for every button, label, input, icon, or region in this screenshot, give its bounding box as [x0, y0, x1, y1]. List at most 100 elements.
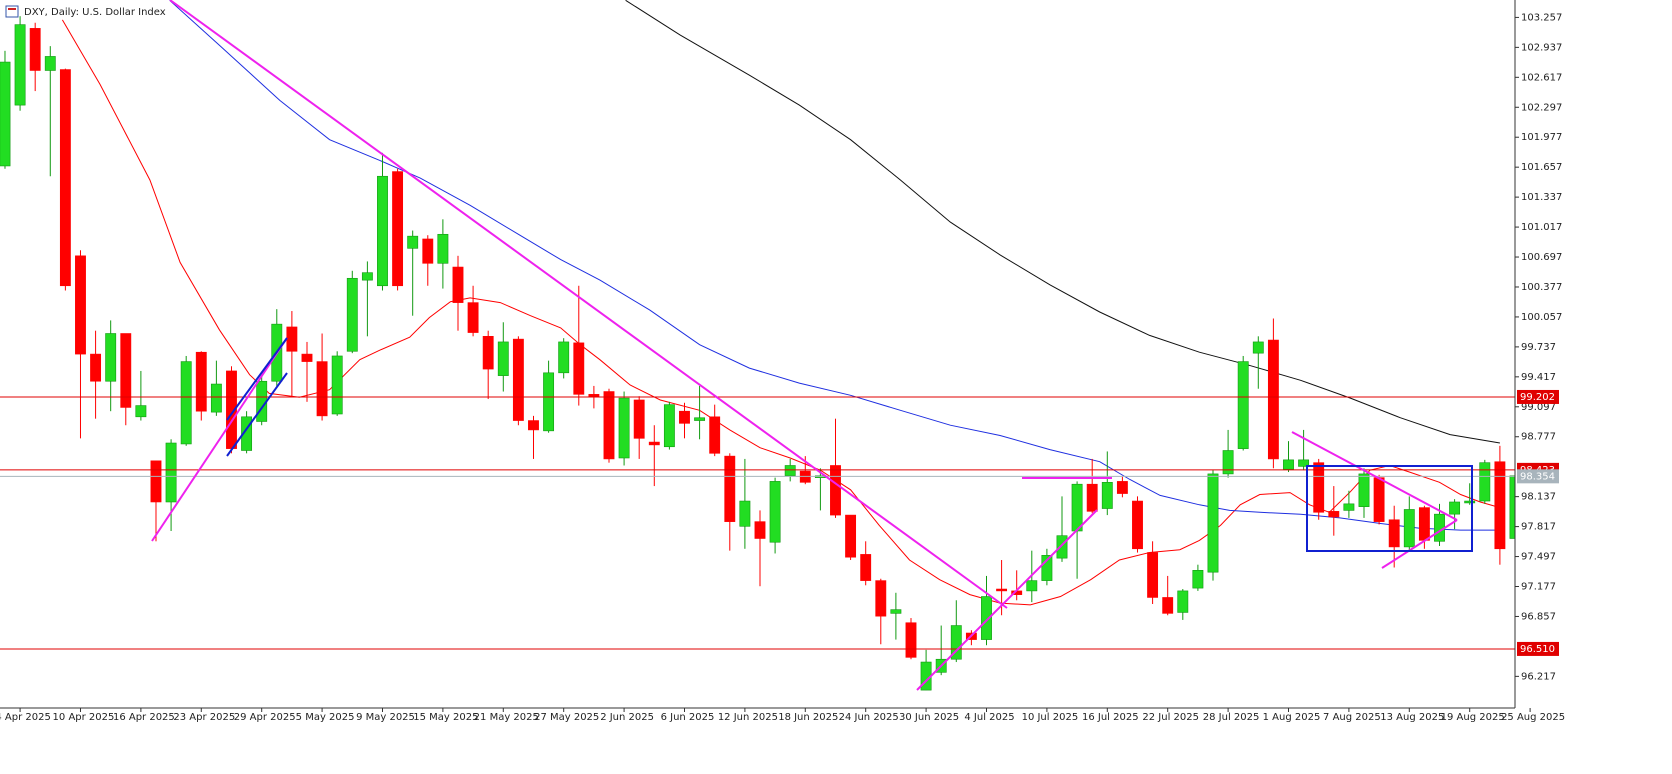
candle-body	[59, 69, 71, 287]
price-level-tag	[1517, 469, 1559, 484]
x-tick-label: 10 Jul 2025	[1022, 712, 1079, 723]
candle-body	[543, 372, 555, 432]
x-tick-label: 27 May 2025	[534, 712, 599, 723]
y-tick-label: 101.657	[1521, 162, 1562, 173]
price-level-label: 96.510	[1520, 644, 1555, 655]
candle-body	[1041, 555, 1053, 581]
candle-body	[497, 341, 509, 376]
moving-average	[169, 0, 1500, 531]
trend-line	[151, 337, 288, 542]
candle-body	[135, 405, 147, 418]
candle-body	[120, 333, 132, 408]
chart-title: DXY, Daily: U.S. Dollar Index	[24, 7, 166, 18]
x-tick-label: 6 Jun 2025	[661, 712, 715, 723]
candle-body	[1494, 461, 1506, 550]
candle-body	[1192, 570, 1204, 589]
candle-body	[452, 266, 464, 303]
candle-body	[75, 255, 86, 355]
y-tick-label: 102.937	[1521, 42, 1562, 53]
x-tick-label: 24 Jun 2025	[839, 712, 899, 723]
candle-body	[1162, 597, 1174, 614]
drawings	[151, 0, 1473, 691]
candle-body	[1026, 580, 1038, 592]
candle-body	[1479, 462, 1491, 502]
x-tick-label: 13 Aug 2025	[1380, 712, 1444, 723]
x-tick-label: 7 Aug 2025	[1323, 712, 1381, 723]
y-tick-label: 101.977	[1521, 132, 1562, 143]
range-box	[1306, 465, 1473, 552]
candle-body	[739, 500, 751, 527]
x-tick-label: 22 Jul 2025	[1142, 712, 1199, 723]
candle-body	[512, 338, 524, 421]
axes: 103.257 102.937 102.617 102.297 101.977 101.6…	[0, 12, 1565, 723]
candle-body	[210, 383, 222, 413]
candle-body	[1449, 501, 1461, 515]
candle-body	[996, 588, 1008, 592]
x-tick-label: 4 Apr 2025	[0, 712, 51, 723]
x-tick-label: 18 Jun 2025	[778, 712, 838, 723]
candle-body	[845, 514, 857, 558]
candle-body	[558, 341, 570, 374]
price-level-tag	[1517, 641, 1559, 656]
candle-body	[875, 580, 887, 617]
candle-body	[588, 394, 600, 397]
y-tick-label: 103.257	[1521, 12, 1562, 23]
x-tick-label: 23 Apr 2025	[173, 712, 235, 723]
y-tick-label: 102.297	[1521, 102, 1562, 113]
plot-area	[0, 0, 1515, 691]
candle-body	[377, 175, 388, 287]
channel-line	[226, 337, 288, 421]
candle-body	[603, 391, 615, 460]
candle-body	[784, 465, 796, 477]
y-tick-label: 99.417	[1521, 372, 1556, 383]
candle-body	[724, 455, 736, 522]
candle-body	[407, 235, 419, 249]
candle-body	[1328, 511, 1340, 518]
x-tick-label: 30 Jun 2025	[899, 712, 959, 723]
candle-body	[1313, 462, 1325, 513]
candle-body	[663, 404, 675, 448]
candle-body	[195, 351, 207, 412]
x-tick-label: 21 May 2025	[474, 712, 539, 723]
y-tick-label: 99.737	[1521, 342, 1556, 353]
price-level-tag	[1517, 389, 1559, 404]
channel-line	[226, 372, 288, 457]
candle-body	[467, 302, 479, 333]
candle-body	[1252, 341, 1264, 354]
candle-body	[437, 233, 449, 264]
candle-body	[1373, 477, 1385, 522]
candle-body	[1177, 590, 1189, 613]
candle-body	[44, 56, 56, 71]
x-tick-label: 1 Aug 2025	[1263, 712, 1321, 723]
candle-body	[1343, 503, 1355, 511]
y-tick-label: 102.617	[1521, 72, 1562, 83]
candle-body	[890, 609, 902, 614]
candle-body	[241, 416, 253, 451]
candle-body	[1403, 509, 1415, 548]
candle-body	[860, 554, 872, 581]
candle-body	[1298, 459, 1310, 467]
candle-body	[1388, 519, 1400, 548]
y-tick-label: 97.497	[1521, 552, 1556, 563]
chart-icon	[5, 5, 19, 18]
candle-body	[633, 399, 645, 439]
candle-body	[694, 417, 706, 421]
candle-body	[618, 397, 630, 459]
candle-body	[1086, 483, 1098, 512]
y-tick-label: 96.857	[1521, 611, 1556, 622]
candle-body	[1116, 481, 1128, 494]
candle-body	[150, 460, 162, 503]
y-tick-label: 97.177	[1521, 582, 1556, 593]
candle-body	[331, 355, 343, 415]
candle-body	[1147, 552, 1159, 598]
y-tick-label: 97.817	[1521, 522, 1556, 533]
y-tick-label: 98.777	[1521, 432, 1556, 443]
candle-body	[14, 24, 26, 106]
y-tick-label: 100.377	[1521, 282, 1562, 293]
x-tick-label: 5 May 2025	[296, 712, 355, 723]
x-tick-label: 15 May 2025	[413, 712, 478, 723]
x-tick-label: 16 Apr 2025	[113, 712, 175, 723]
candle-body	[301, 353, 313, 362]
price-level-label: 98.354	[1520, 471, 1555, 482]
